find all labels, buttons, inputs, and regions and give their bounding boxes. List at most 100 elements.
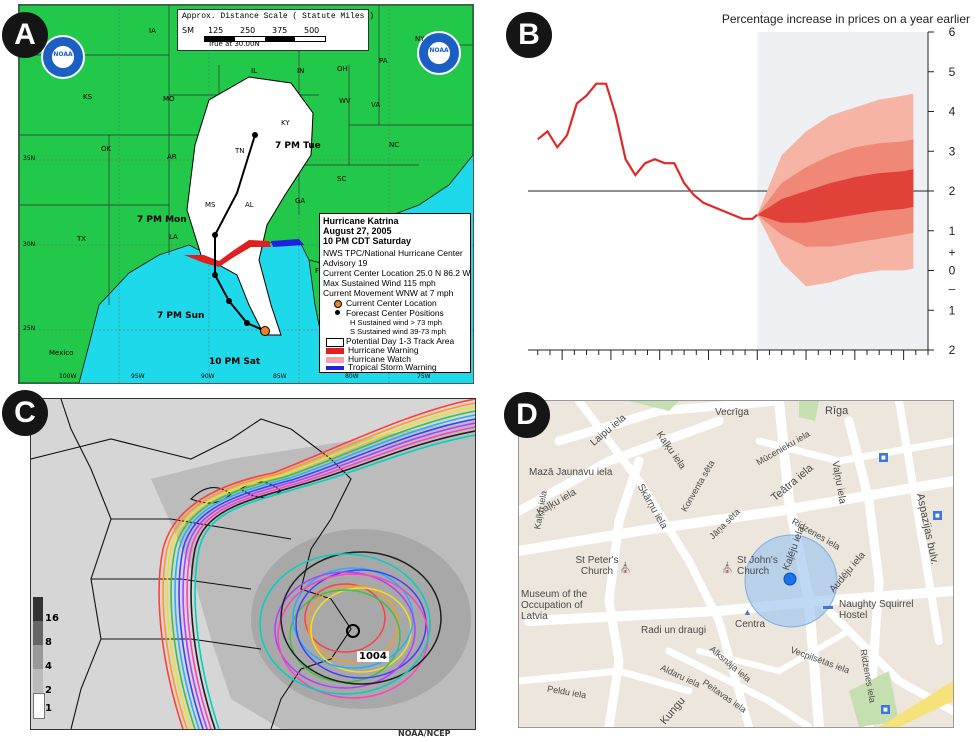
panel-badge-b: B — [506, 12, 552, 58]
lon-label: 100W — [59, 373, 77, 380]
x-tick-label: 17 — [921, 367, 935, 368]
y-tick-label: 2 — [949, 184, 956, 198]
legend-title: Hurricane Katrina — [323, 216, 399, 226]
street-map: Vecrīga Rīga Laipu iela Kaļķu iela Mazā … — [518, 400, 954, 728]
state-label: Mexico — [49, 349, 74, 357]
y-tick-label: 6 — [949, 25, 956, 39]
church-icon: ⛪ — [619, 563, 632, 574]
noaa-credit: NOAA/NCEP — [398, 729, 451, 738]
scale-tick: 375 — [272, 26, 288, 35]
legend-value: 2 — [45, 685, 52, 696]
place-st-johns[interactable]: St John's Church — [737, 555, 778, 577]
lon-label: 85W — [273, 373, 287, 380]
hurricane-legend: Hurricane Katrina August 27, 2005 10 PM … — [319, 213, 471, 373]
lon-label: 80W — [345, 373, 359, 380]
state-label: OH — [337, 65, 348, 73]
x-tick-label: 11 — [629, 367, 642, 368]
ensemble-member-line — [178, 418, 475, 729]
bus-stop-icon[interactable]: ■ — [879, 453, 888, 462]
probability-core — [251, 529, 471, 709]
place-st-peters[interactable]: St Peter's Church — [575, 555, 619, 577]
fan-band-inner — [757, 169, 914, 223]
legend-date: August 27, 2005 — [323, 226, 392, 236]
street-map-svg — [519, 401, 953, 727]
panel-badge-a: A — [2, 12, 48, 58]
time-label-tue: 7 PM Tue — [275, 141, 321, 151]
state-label: IN — [297, 67, 305, 75]
ensemble-member-line — [182, 422, 475, 729]
place-centra[interactable]: Centra — [735, 619, 766, 630]
street-label: Vecrīga — [715, 407, 749, 418]
legend-location: Current Center Location 25.0 N 86.2 W — [323, 268, 471, 278]
ensemble-contour — [289, 589, 401, 683]
legend-advisory: Advisory 19 — [323, 258, 368, 268]
ensemble-member-line — [170, 410, 475, 729]
y-tick-label: 1 — [949, 303, 956, 317]
church-icon: ⛪ — [721, 563, 734, 574]
state-label: LA — [169, 233, 178, 241]
lon-label: 95W — [131, 373, 145, 380]
scale-tick: 500 — [304, 26, 320, 35]
legend-item-warning: Hurricane Warning — [348, 345, 419, 355]
inflation-fan-chart: 201011121314151617654321+0–12 Percentage… — [520, 6, 976, 368]
ensemble-contour — [304, 583, 386, 653]
state-label: AR — [167, 153, 177, 161]
lat-label: 30N — [23, 241, 36, 248]
contour-value-label: 1004 — [357, 651, 389, 662]
legend-swatch — [33, 693, 45, 719]
legend-center-icon — [334, 300, 342, 308]
legend-item-watch: Hurricane Watch — [348, 354, 411, 364]
legend-center: NWS TPC/National Hurricane Center — [323, 248, 463, 258]
legend-item-h: H Sustained wind > 73 mph — [350, 318, 442, 327]
ensemble-member-line — [194, 434, 475, 729]
legend-value: 1 — [45, 703, 52, 714]
spaghetti-lines — [158, 399, 475, 729]
inflation-line — [537, 82, 758, 220]
state-label: PA — [379, 57, 388, 65]
state-label: MO — [163, 95, 175, 103]
legend-item-ts: Tropical Storm Warning — [348, 362, 437, 372]
y-tick-label: + — [948, 246, 955, 260]
state-label: TX — [77, 235, 87, 243]
noaa-logo-left: NOAA — [41, 35, 85, 79]
bus-stop-icon[interactable]: ■ — [933, 511, 942, 520]
scale-bar — [204, 36, 326, 42]
legend-value: 4 — [45, 661, 52, 672]
hurricane-forecast-map: Approx. Distance Scale ( Statute Miles )… — [18, 4, 474, 384]
place-label: Radi un draugi — [641, 625, 707, 636]
y-tick-label: 0 — [949, 264, 956, 278]
scale-tick: 125 — [208, 26, 224, 35]
highway — [879, 681, 953, 727]
current-location-marker[interactable] — [783, 572, 797, 586]
scale-title: Approx. Distance Scale ( Statute Miles ) — [182, 12, 375, 21]
x-tick-label: 14 — [775, 367, 789, 368]
legend-value: 16 — [45, 613, 59, 624]
state-label: VA — [371, 101, 381, 109]
noaa-logo-text: NOAA — [429, 47, 449, 54]
x-tick-label: 12 — [677, 367, 691, 368]
y-tick-label: 1 — [949, 224, 956, 238]
hurricane-warning-area — [184, 240, 271, 267]
current-center-marker — [260, 326, 270, 336]
y-tick-label: 5 — [949, 65, 956, 79]
x-tick-label: 15 — [824, 367, 838, 368]
scale-sm-label: SM — [182, 26, 194, 35]
scale-tick: 250 — [240, 26, 256, 35]
legend-swatch — [33, 597, 43, 621]
time-label-mon: 7 PM Mon — [137, 215, 187, 225]
x-tick-label: 13 — [726, 367, 740, 368]
state-label: WV — [339, 97, 351, 105]
legend-item-center: Current Center Location — [346, 298, 437, 308]
legend-item-s: S Sustained wind 39-73 mph — [350, 327, 446, 336]
legend-swatch — [33, 645, 43, 669]
state-label: AL — [245, 201, 254, 209]
time-label-sun: 7 PM Sun — [157, 311, 205, 321]
hurricane-map-svg — [19, 5, 473, 383]
bus-stop-icon[interactable]: ■ — [881, 705, 890, 714]
state-label: MS — [205, 201, 216, 209]
legend-warning-swatch — [326, 348, 344, 354]
ensemble-contour — [259, 553, 431, 695]
place-hostel[interactable]: Naughty Squirrel Hostel — [839, 599, 914, 621]
place-museum[interactable]: Museum of the Occupation of Latvia — [521, 589, 588, 622]
x-tick-label: 2010 — [573, 367, 600, 368]
